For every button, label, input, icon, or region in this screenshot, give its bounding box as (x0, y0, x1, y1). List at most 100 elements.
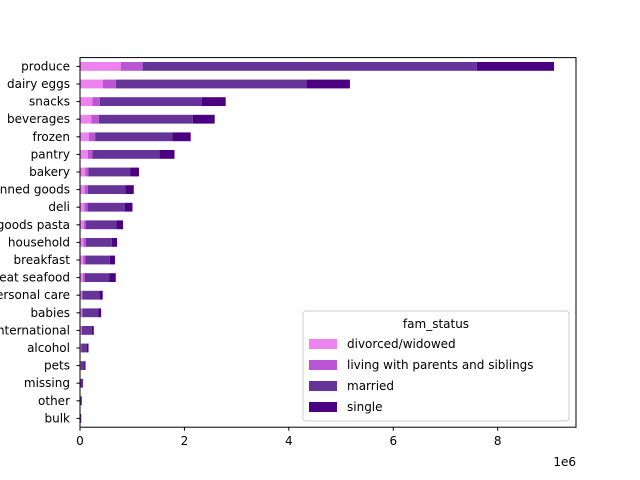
bar-personal-care-living-with-parents-and-siblings (81, 290, 83, 300)
bar-deli-divorced-widowed (80, 202, 85, 212)
y-tick-label: beverages (7, 112, 70, 126)
bar-breakfast-married (85, 255, 110, 265)
bar-canned-goods-single (125, 185, 134, 194)
bar-breakfast-single (109, 255, 115, 265)
bar-dairy-eggs-single (306, 79, 350, 89)
bar-produce-married (142, 62, 477, 71)
bar-babies-married (82, 308, 99, 318)
bar-pets-married (80, 361, 85, 370)
bar-international-single (91, 326, 94, 335)
bar-breakfast-living-with-parents-and-siblings (83, 255, 86, 265)
bar-household-divorced-widowed (80, 238, 84, 247)
bar-canned-goods-living-with-parents-and-siblings (84, 185, 88, 194)
bar-breakfast-divorced-widowed (80, 255, 84, 265)
y-axis-ticks: produce dairy eggs snacks beverages frozen pa… (0, 59, 80, 425)
bar-frozen-divorced-widowed (80, 132, 89, 142)
bar-dry-goods-pasta-divorced-widowed (80, 220, 84, 230)
bar-meat-seafood-living-with-parents-and-siblings (82, 273, 85, 282)
bar-produce-single (476, 62, 555, 71)
bar-deli-married (87, 202, 125, 212)
bar-personal-care-married (82, 290, 100, 300)
bar-bakery-living-with-parents-and-siblings (85, 167, 89, 177)
bar-household-living-with-parents-and-siblings (83, 238, 86, 247)
y-tick-label: household (8, 235, 70, 249)
bar-personal-care-divorced-widowed (80, 290, 82, 300)
bar-snacks-living-with-parents-and-siblings (92, 97, 100, 106)
bar-snacks-divorced-widowed (80, 97, 93, 106)
bar-missing-single (82, 378, 84, 388)
y-tick-label: bulk (44, 411, 70, 425)
bar-beverages-living-with-parents-and-siblings (91, 114, 99, 124)
bar-missing-married (80, 378, 83, 388)
bar-pantry-divorced-widowed (80, 150, 88, 159)
legend-label-single: single (347, 400, 383, 414)
bar-household-married (85, 238, 112, 247)
bar-household-single (111, 238, 118, 247)
bar-pets-single (84, 361, 86, 370)
legend-items: divorced/widowed living with parents and … (309, 337, 534, 414)
bar-frozen-married (95, 132, 173, 142)
bar-babies-single (98, 308, 102, 318)
y-tick-label: breakfast (13, 253, 70, 267)
bar-dry-goods-pasta-single (116, 220, 124, 230)
bar-canned-goods-divorced-widowed (80, 185, 85, 194)
legend-swatch-living-with-parents-and-siblings (309, 360, 337, 370)
bar-alcohol-married (81, 343, 87, 353)
y-tick-label: alcohol (27, 341, 70, 355)
bar-frozen-living-with-parents-and-siblings (88, 132, 96, 142)
bar-other-married (80, 396, 82, 406)
y-tick-label: pantry (31, 147, 70, 161)
bar-alcohol-single (86, 343, 89, 353)
y-tick-label: dry goods pasta (0, 218, 70, 232)
y-tick-label: missing (24, 376, 70, 390)
x-tick-label: 2 (181, 434, 189, 448)
bar-babies-living-with-parents-and-siblings (81, 308, 83, 318)
y-tick-label: meat seafood (0, 271, 70, 285)
bar-dry-goods-pasta-living-with-parents-and-siblings (83, 220, 87, 230)
legend-label-living-with-parents-and-siblings: living with parents and siblings (347, 358, 534, 372)
legend-swatch-divorced-widowed (309, 339, 337, 349)
bar-beverages-single (192, 114, 215, 124)
x-tick-label: 8 (494, 434, 502, 448)
legend-swatch-married (309, 381, 337, 391)
legend-label-married: married (347, 379, 394, 393)
legend-frame (302, 310, 570, 422)
bar-babies-divorced-widowed (80, 308, 82, 318)
bar-snacks-single (201, 97, 226, 106)
bar-meat-seafood-married (84, 273, 110, 282)
y-tick-label: produce (21, 59, 70, 73)
bar-dairy-eggs-living-with-parents-and-siblings (102, 79, 117, 89)
x-tick-label: 6 (389, 434, 397, 448)
legend-title: fam_status (403, 317, 469, 331)
bar-meat-seafood-divorced-widowed (80, 273, 83, 282)
bar-international-living-with-parents-and-siblings (81, 326, 82, 335)
bar-dry-goods-pasta-married (86, 220, 117, 230)
bar-dairy-eggs-divorced-widowed (80, 79, 103, 89)
bar-beverages-divorced-widowed (80, 114, 92, 124)
y-tick-label: frozen (32, 130, 70, 144)
y-tick-label: snacks (29, 95, 70, 109)
legend-swatch-single (309, 402, 337, 412)
bar-international-married (81, 326, 92, 335)
y-tick-label: babies (30, 306, 70, 320)
bar-beverages-married (98, 114, 193, 124)
bar-canned-goods-married (87, 185, 126, 194)
x-tick-label: 4 (285, 434, 293, 448)
bar-dairy-eggs-married (116, 79, 307, 89)
y-tick-label: pets (44, 359, 70, 373)
bar-snacks-married (99, 97, 202, 106)
legend-label-divorced-widowed: divorced/widowed (347, 337, 456, 351)
bar-deli-single (124, 202, 133, 212)
bar-personal-care-single (99, 290, 103, 300)
y-tick-label: dairy eggs (7, 77, 70, 91)
bar-international-divorced-widowed (80, 326, 82, 335)
bar-bakery-divorced-widowed (80, 167, 86, 177)
x-axis-ticks: 0 2 4 6 8 (76, 427, 502, 448)
bar-pantry-living-with-parents-and-siblings (87, 150, 93, 159)
y-tick-label: personal care (0, 288, 70, 302)
bar-pantry-single (159, 150, 175, 159)
y-tick-label: other (38, 394, 70, 408)
legend: fam_status divorced/widowed living with p… (302, 310, 570, 422)
y-tick-label: bakery (29, 165, 70, 179)
